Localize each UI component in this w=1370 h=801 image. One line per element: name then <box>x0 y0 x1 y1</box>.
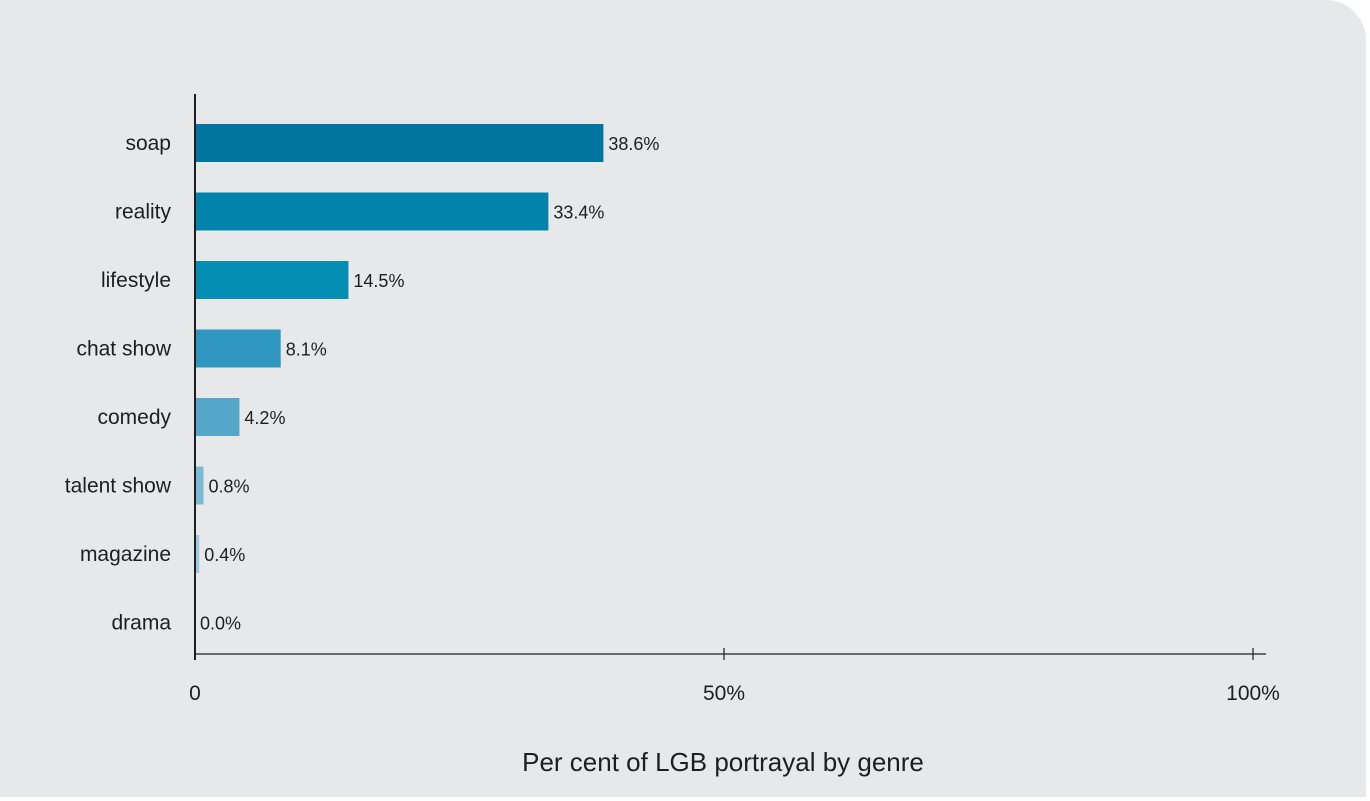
category-label: chat show <box>76 338 171 361</box>
category-label: comedy <box>97 406 171 429</box>
bar-talent-show <box>195 466 204 505</box>
x-tick-label: 0 <box>189 682 201 705</box>
value-labels: 38.6% 33.4% 14.5% 8.1% 4.2% 0.8% 0.4% 0.0% <box>200 134 659 634</box>
value-label: 33.4% <box>553 203 604 223</box>
category-label: lifestyle <box>101 269 171 292</box>
x-axis-label: Per cent of LGB portrayal by genre <box>522 747 924 777</box>
category-label: soap <box>125 132 171 155</box>
category-label: talent show <box>65 475 172 498</box>
bars-group <box>195 124 604 573</box>
x-ticks: 0 50% 100% <box>189 648 1280 705</box>
bar-reality <box>195 192 549 231</box>
value-label: 0.8% <box>208 477 249 497</box>
category-labels: soap reality lifestyle chat show comedy talen… <box>65 132 172 635</box>
category-label: magazine <box>80 543 171 566</box>
bar-lifestyle <box>195 261 349 299</box>
value-label: 4.2% <box>244 408 285 428</box>
x-tick-label: 100% <box>1226 682 1280 705</box>
bar-soap <box>195 124 604 162</box>
bar-comedy <box>195 398 240 436</box>
category-label: reality <box>115 201 172 224</box>
value-label: 38.6% <box>608 134 659 154</box>
bar-magazine <box>195 535 200 573</box>
value-label: 0.4% <box>204 545 245 565</box>
value-label: 14.5% <box>353 271 404 291</box>
bar-chat-show <box>195 329 281 368</box>
value-label: 0.0% <box>200 614 241 634</box>
category-label: drama <box>111 612 171 635</box>
x-tick-label: 50% <box>703 682 745 705</box>
value-label: 8.1% <box>286 340 327 360</box>
